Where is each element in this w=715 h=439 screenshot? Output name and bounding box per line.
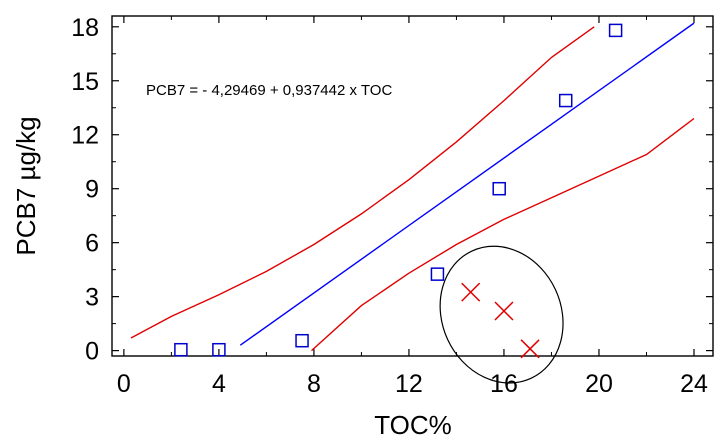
- x-tick-label: 4: [212, 370, 226, 398]
- x-tick-labels: 0 4 8 12 16 20 24: [117, 370, 708, 398]
- y-axis-title: PCB7 µg/kg: [11, 116, 41, 255]
- y-tick-label: 6: [85, 230, 99, 258]
- regression-line: [239, 22, 695, 346]
- x-axis-title: TOC%: [374, 410, 452, 439]
- confidence-bands: [130, 26, 695, 352]
- data-point: [492, 181, 506, 196]
- data-point: [608, 23, 623, 38]
- x-tick-label: 8: [307, 370, 321, 398]
- x-tick-label: 12: [395, 370, 423, 398]
- upper-confidence-band: [130, 26, 595, 339]
- data-point: [430, 267, 445, 281]
- x-tick-label: 24: [680, 370, 708, 398]
- regression-equation: PCB7 = - 4,29469 + 0,937442 x TOC: [146, 82, 392, 99]
- excluded-markers: [461, 282, 540, 359]
- y-tick-label: 18: [71, 14, 99, 42]
- x-tick-label: 16: [490, 370, 518, 398]
- excluded-point: [520, 339, 540, 359]
- data-point: [295, 333, 309, 348]
- y-tick-label: 9: [85, 176, 99, 204]
- excluded-point-stroke: [494, 301, 514, 321]
- plot-frame: [111, 15, 714, 357]
- x-tick-label: 20: [585, 370, 613, 398]
- y-tick-label: 15: [71, 68, 99, 96]
- data-point: [174, 342, 188, 357]
- y-tick-label: 0: [85, 338, 99, 366]
- excluded-point-stroke: [520, 339, 540, 359]
- data-point: [558, 93, 573, 108]
- lower-confidence-band: [311, 117, 695, 352]
- data-markers: [174, 23, 623, 357]
- excluded-point: [494, 301, 514, 321]
- outlier-ellipse: [439, 245, 564, 384]
- y-tick-label: 3: [85, 284, 99, 312]
- regression-line-group: [239, 22, 695, 346]
- y-tick-labels: 0 3 6 9 12 15 18: [71, 14, 99, 366]
- data-point: [212, 342, 226, 357]
- excluded-point-stroke: [461, 282, 481, 302]
- outlier-ellipse-group: [439, 245, 564, 384]
- y-tick-label: 12: [71, 122, 99, 150]
- excluded-point: [461, 282, 481, 302]
- tick-marks: [112, 16, 713, 356]
- x-tick-label: 0: [117, 370, 131, 398]
